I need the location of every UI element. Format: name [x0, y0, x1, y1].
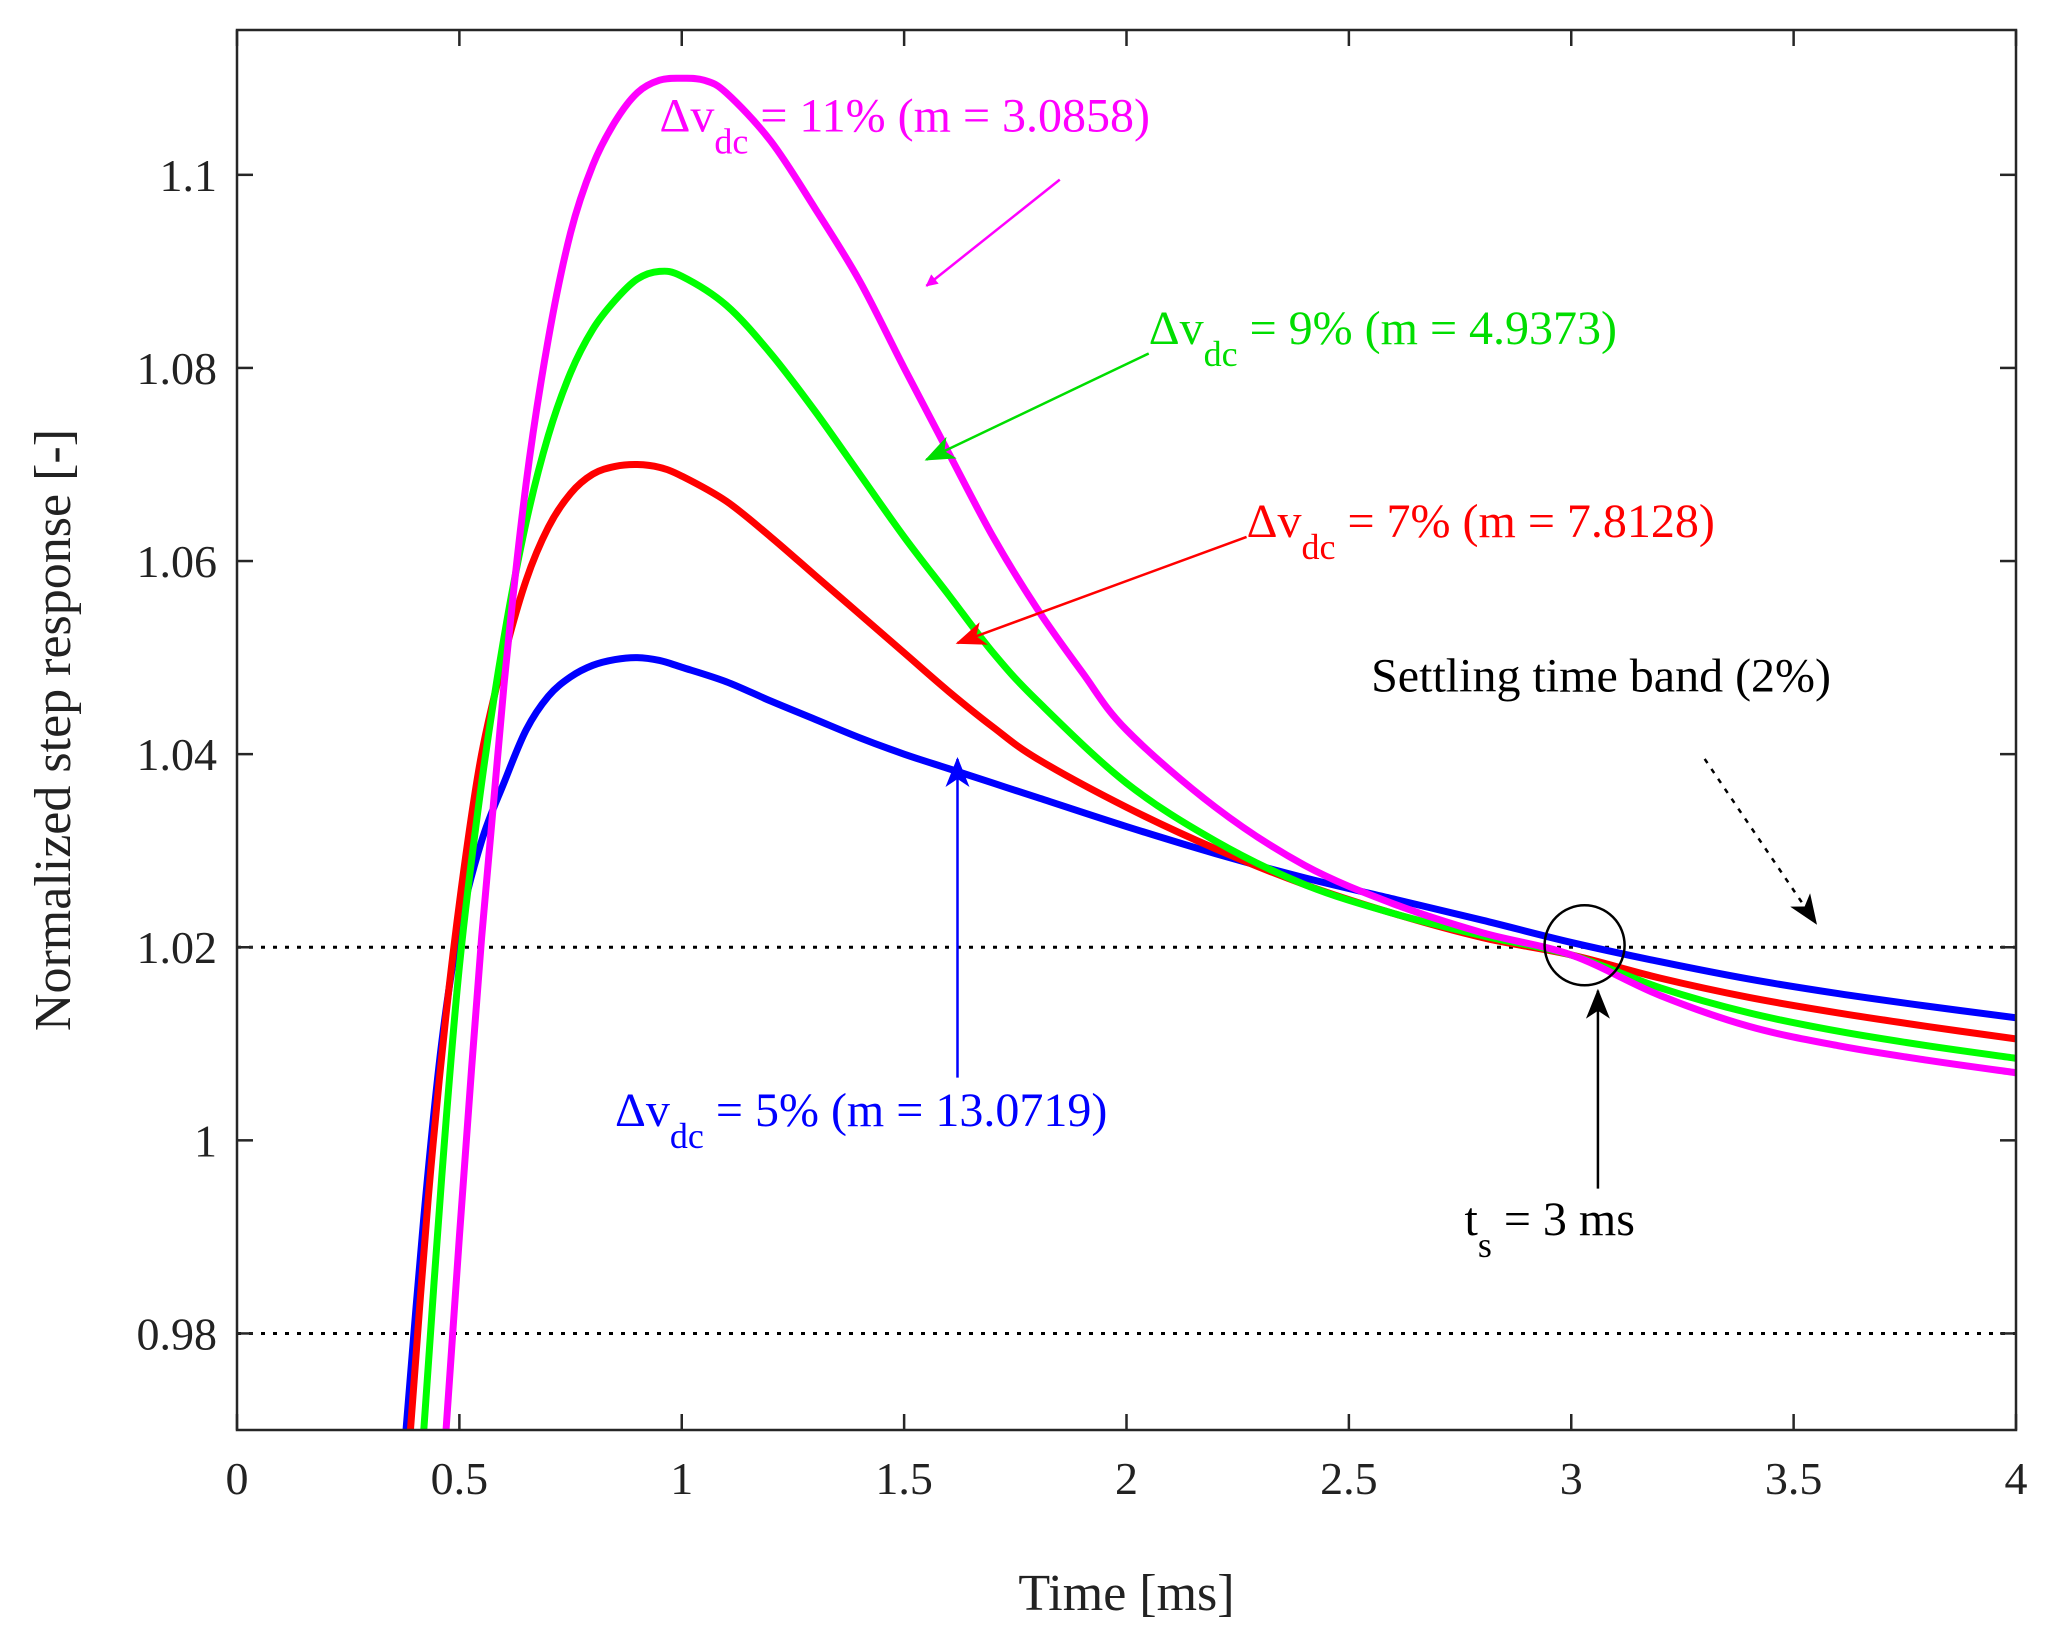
y-tick-label: 1	[194, 1115, 217, 1166]
annotation-rest-blue: = 5% (m = 13.0719)	[704, 1084, 1107, 1137]
annotation-arrow-red	[955, 535, 1248, 645]
annotation-subscript-blue: dc	[670, 1116, 704, 1156]
x-tick-label: 3.5	[1765, 1453, 1823, 1504]
annotation-subscript-ts: s	[1478, 1225, 1492, 1265]
annotation-label-magenta: Δvdc = 11% (m = 3.0858)	[660, 89, 1151, 161]
annotation-arrow-magenta	[925, 178, 1061, 287]
series-line-11pct	[442, 74, 2016, 1430]
annotation-rest-magenta: = 11% (m = 3.0858)	[748, 89, 1150, 142]
annotation-rest-green: = 9% (m = 4.9373)	[1238, 302, 1617, 355]
y-tick-label: 1.06	[137, 536, 218, 587]
annotation-rest-ts: = 3 ms	[1492, 1193, 1635, 1246]
annotation-subscript-green: dc	[1204, 334, 1238, 374]
annotation-main-red: Δv	[1247, 495, 1302, 548]
annotation-label-band: Settling time band (2%)	[1371, 649, 1831, 702]
x-tick-label: 1	[670, 1453, 693, 1504]
x-tick-label: 4	[2005, 1453, 2028, 1504]
series-line-5pct	[402, 654, 2016, 1430]
annotation-main-band: Settling time band (2%)	[1371, 649, 1831, 702]
annotation-main-ts: t	[1465, 1193, 1479, 1246]
annotation-label-green: Δvdc = 9% (m = 4.9373)	[1149, 302, 1617, 374]
annotation-label-ts: ts = 3 ms	[1465, 1193, 1635, 1265]
annotation-arrow-band	[1703, 758, 1817, 925]
x-tick-label: 2.5	[1320, 1453, 1378, 1504]
annotation-label-blue: Δvdc = 5% (m = 13.0719)	[615, 1084, 1107, 1156]
x-axis-title: Time [ms]	[1018, 1565, 1234, 1622]
x-tick-label: 2	[1115, 1453, 1138, 1504]
settling-point-circle	[1543, 904, 1626, 987]
annotation-arrow-green	[924, 352, 1150, 461]
annotation-main-blue: Δv	[615, 1084, 670, 1137]
y-tick-label: 1.04	[137, 729, 218, 780]
annotation-subscript-magenta: dc	[714, 121, 748, 161]
annotation-main-green: Δv	[1149, 302, 1204, 355]
x-tick-label: 0	[226, 1453, 249, 1504]
annotation-subscript-red: dc	[1301, 527, 1335, 567]
annotation-main-magenta: Δv	[660, 89, 715, 142]
y-tick-label: 0.98	[137, 1308, 218, 1359]
y-tick-label: 1.02	[137, 922, 218, 973]
x-tick-label: 1.5	[875, 1453, 933, 1504]
y-tick-label: 1.08	[137, 343, 218, 394]
y-axis-title: Normalized step response [-]	[25, 429, 82, 1031]
annotation-rest-red: = 7% (m = 7.8128)	[1335, 495, 1714, 548]
x-tick-label: 3	[1560, 1453, 1583, 1504]
x-tick-label: 0.5	[431, 1453, 489, 1504]
y-tick-label: 1.1	[160, 150, 218, 201]
annotation-label-red: Δvdc = 7% (m = 7.8128)	[1247, 495, 1715, 567]
